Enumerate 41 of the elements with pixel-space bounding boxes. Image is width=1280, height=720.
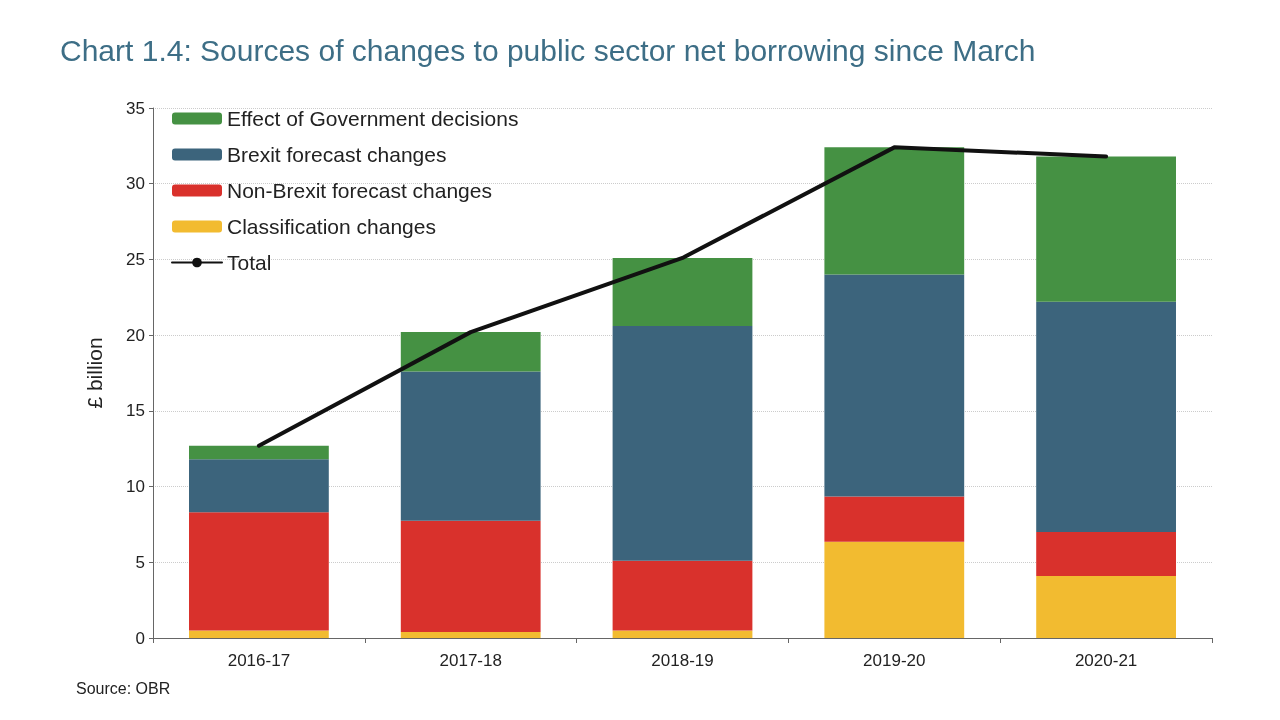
bar <box>612 560 753 631</box>
x-tick-label: 2017-18 <box>439 651 502 670</box>
x-tick-label: 2016-17 <box>227 651 291 670</box>
bar <box>824 496 965 542</box>
bar <box>612 257 753 327</box>
bar <box>824 541 965 638</box>
bar <box>400 371 541 521</box>
bar <box>189 630 329 638</box>
y-tick-label: 5 <box>135 552 145 572</box>
source-note: Source: OBR <box>76 679 171 697</box>
y-tick-label: 0 <box>135 628 145 648</box>
legend-label: Brexit forecast changes <box>227 143 447 166</box>
bar <box>1036 156 1176 302</box>
y-tick-label: 30 <box>126 174 145 194</box>
bar <box>400 520 541 632</box>
y-tick-label: 35 <box>126 98 145 118</box>
y-tick-label: 10 <box>126 477 145 497</box>
bar <box>189 445 329 460</box>
x-tick-label: 2018-19 <box>651 651 714 670</box>
x-tick-label: 2019-20 <box>863 651 926 670</box>
legend-label: Non-Brexit forecast changes <box>227 179 492 202</box>
bar <box>612 630 753 638</box>
bar <box>189 459 329 513</box>
bar <box>189 512 329 631</box>
y-axis-title: £ billion <box>83 337 106 409</box>
x-tick-label: 2020-21 <box>1074 651 1138 670</box>
bar <box>824 274 965 497</box>
bar <box>824 147 965 275</box>
bar <box>1036 301 1176 532</box>
bar <box>400 631 541 638</box>
legend-label: Total <box>227 251 272 274</box>
bar <box>1036 532 1176 576</box>
legend-label: Effect of Government decisions <box>227 107 519 130</box>
bar <box>400 332 541 372</box>
y-tick-label: 15 <box>126 401 145 421</box>
y-tick-label: 25 <box>126 249 145 269</box>
chart-title: Chart 1.4: Sources of changes to public sector net borrowing since March <box>60 33 1036 67</box>
bar <box>612 326 753 561</box>
legend-label: Classification changes <box>227 215 436 238</box>
y-tick-label: 20 <box>126 325 145 345</box>
bar <box>1036 575 1176 638</box>
